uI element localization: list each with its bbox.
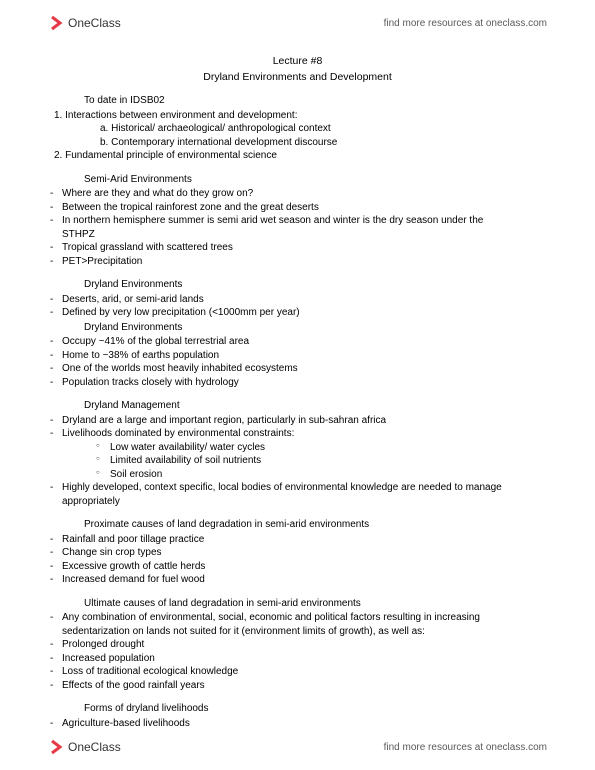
footer: OneClass find more resources at oneclass… (48, 738, 547, 756)
document-body: Lecture #8 Dryland Environments and Deve… (48, 54, 547, 730)
chevron-logo-icon (48, 14, 66, 32)
list-item: PET>Precipitation (48, 255, 547, 269)
list-item-cont: STHPZ (48, 228, 547, 242)
section-semi-arid: Semi-Arid Environments (48, 173, 547, 187)
list-item: In northern hemisphere summer is semi ar… (48, 214, 547, 228)
brand-name-footer: OneClass (68, 740, 121, 754)
brand-logo: OneClass (48, 14, 121, 32)
list-item: Limited availability of soil nutrients (48, 454, 547, 468)
list-item: Population tracks closely with hydrology (48, 376, 547, 390)
list-item: Change sin crop types (48, 546, 547, 560)
list-item: Home to ~38% of earths population (48, 349, 547, 363)
list-item: Low water availability/ water cycles (48, 441, 547, 455)
footer-tagline: find more resources at oneclass.com (384, 742, 547, 753)
list-item: Occupy ~41% of the global terrestrial ar… (48, 335, 547, 349)
list-item: Highly developed, context specific, loca… (48, 481, 547, 495)
section-ultimate: Ultimate causes of land degradation in s… (48, 597, 547, 611)
chevron-logo-icon (48, 738, 66, 756)
list-item: Dryland are a large and important region… (48, 414, 547, 428)
lecture-title: Dryland Environments and Development (48, 70, 547, 84)
list-item: Excessive growth of cattle herds (48, 560, 547, 574)
list-item: 1. Interactions between environment and … (48, 109, 547, 123)
list-item-cont: appropriately (48, 495, 547, 509)
list-item: Between the tropical rainforest zone and… (48, 201, 547, 215)
list-item: Effects of the good rainfall years (48, 679, 547, 693)
list-item: Tropical grassland with scattered trees (48, 241, 547, 255)
list-item: One of the worlds most heavily inhabited… (48, 362, 547, 376)
section-management: Dryland Management (48, 399, 547, 413)
list-item: b. Contemporary international developmen… (48, 136, 547, 150)
list-item: Agriculture-based livelihoods (48, 717, 547, 731)
list-item: a. Historical/ archaeological/ anthropol… (48, 122, 547, 136)
list-item: Any combination of environmental, social… (48, 611, 547, 625)
header-tagline: find more resources at oneclass.com (384, 18, 547, 29)
list-item: Deserts, arid, or semi-arid lands (48, 293, 547, 307)
list-item: Defined by very low precipitation (<1000… (48, 306, 547, 320)
list-item: Soil erosion (48, 468, 547, 482)
section-dryland-1: Dryland Environments (48, 278, 547, 292)
section-intro: To date in IDSB02 (48, 94, 547, 108)
list-item: Increased demand for fuel wood (48, 573, 547, 587)
list-item: Loss of traditional ecological knowledge (48, 665, 547, 679)
list-item: Livelihoods dominated by environmental c… (48, 427, 547, 441)
list-item: Rainfall and poor tillage practice (48, 533, 547, 547)
list-item: Increased population (48, 652, 547, 666)
brand-logo-footer: OneClass (48, 738, 121, 756)
list-item: Where are they and what do they grow on? (48, 187, 547, 201)
section-dryland-2: Dryland Environments (48, 321, 547, 335)
brand-name: OneClass (68, 16, 121, 30)
header: OneClass find more resources at oneclass… (48, 14, 547, 32)
list-item: Prolonged drought (48, 638, 547, 652)
section-proximate: Proximate causes of land degradation in … (48, 518, 547, 532)
list-item-cont: sedentarization on lands not suited for … (48, 625, 547, 639)
list-item: 2. Fundamental principle of environmenta… (48, 149, 547, 163)
section-forms: Forms of dryland livelihoods (48, 702, 547, 716)
lecture-number: Lecture #8 (48, 54, 547, 68)
